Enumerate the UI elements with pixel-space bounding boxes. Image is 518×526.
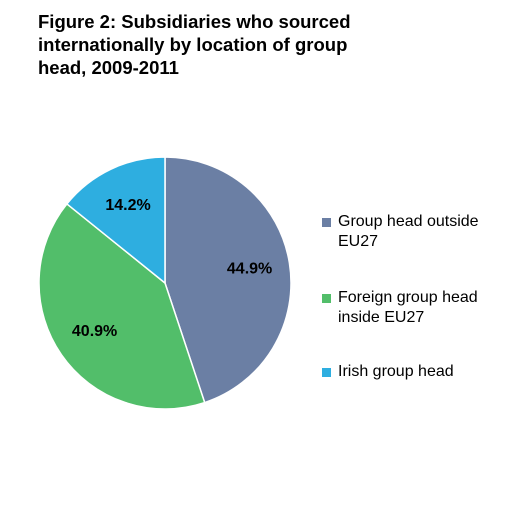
pie-slice xyxy=(38,202,206,410)
legend-swatch xyxy=(322,218,331,227)
legend-item: Irish group head xyxy=(322,362,512,382)
legend-item: Foreign group head inside EU27 xyxy=(322,288,512,328)
legend-label: Irish group head xyxy=(338,363,454,380)
chart-title: Figure 2: Subsidiaries who sourced intern… xyxy=(38,10,351,79)
data-label: 40.9% xyxy=(72,323,117,340)
data-label: 14.2% xyxy=(105,197,150,214)
legend-swatch xyxy=(322,368,331,377)
pie-slice xyxy=(164,156,292,404)
pie-slice xyxy=(65,156,166,285)
legend-label: Foreign group head inside EU27 xyxy=(338,289,478,326)
title-line: Figure 2: Subsidiaries who sourced xyxy=(38,11,351,32)
legend-swatch xyxy=(322,294,331,303)
legend-label: Group head outside EU27 xyxy=(338,213,479,250)
data-label: 44.9% xyxy=(227,261,272,278)
title-line: internationally by location of group xyxy=(38,34,348,55)
legend-item: Group head outside EU27 xyxy=(322,212,512,252)
title-line: head, 2009-2011 xyxy=(38,57,179,78)
